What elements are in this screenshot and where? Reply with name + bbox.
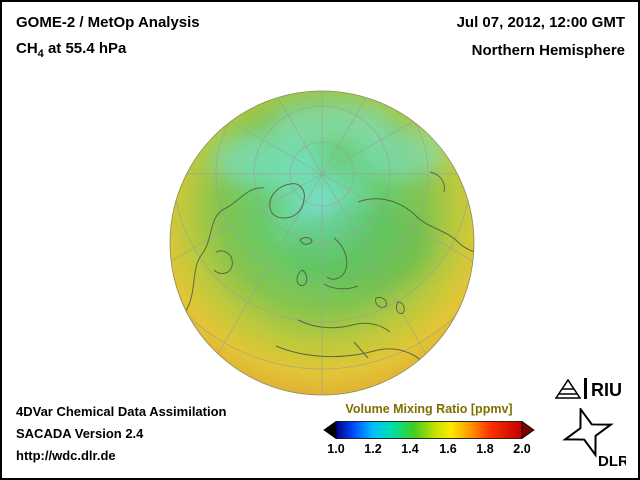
wdc-url-label: http://wdc.dlr.de	[16, 448, 116, 463]
datetime-label: Jul 07, 2012, 12:00 GMT	[456, 14, 625, 31]
colorbar-tick: 1.0	[327, 442, 345, 456]
version-label: SACADA Version 2.4	[16, 426, 144, 441]
analysis-title: GOME-2 / MetOp Analysis	[16, 14, 200, 31]
colorbar-tick: 1.2	[364, 442, 382, 456]
species-level: CH4 at 55.4 hPa	[16, 40, 126, 60]
colorbar-tick: 1.8	[476, 442, 494, 456]
coastlines	[183, 171, 474, 364]
riu-logo-text: RIU	[591, 380, 622, 400]
riu-logo: RIU	[554, 378, 622, 400]
colorbar	[323, 421, 535, 439]
assimilation-label: 4DVar Chemical Data Assimilation	[16, 404, 227, 419]
colorbar-title: Volume Mixing Ratio [ppmv]	[345, 402, 513, 416]
dlr-logo-text: DLR	[598, 453, 626, 470]
colorbar-right-arrow	[521, 421, 535, 439]
riu-mountain-icon	[554, 378, 582, 399]
species-symbol: CH	[16, 40, 38, 57]
colorbar-left-arrow	[323, 421, 337, 439]
colorbar-tick: 2.0	[513, 442, 531, 456]
hemisphere-label: Northern Hemisphere	[471, 42, 625, 59]
dlr-logo: DLR	[562, 408, 626, 470]
dlr-star-icon	[562, 408, 614, 458]
graticule	[170, 91, 474, 395]
colorbar-tick: 1.4	[401, 442, 419, 456]
colorbar-gradient-bar	[335, 421, 523, 439]
species-subscript: 4	[37, 48, 44, 60]
colorbar-tick: 1.6	[439, 442, 457, 456]
riu-divider	[584, 378, 587, 399]
pressure-level: at 55.4 hPa	[43, 40, 127, 57]
